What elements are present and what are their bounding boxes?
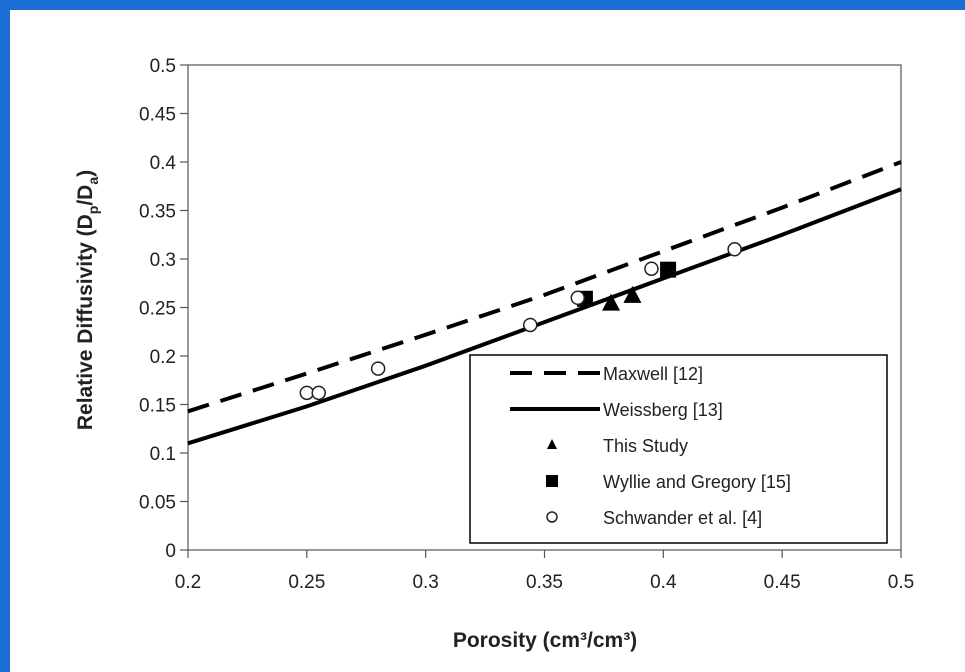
chart-panel: 0 0.05 0.1 0.15 0.2 0.25 0.3 0.35 0.4 0.45 0.5 0.2 0… <box>10 10 965 672</box>
y-axis-title-sub1: p <box>85 206 101 215</box>
circle-data-point <box>522 317 538 333</box>
series-markers <box>299 242 742 401</box>
y-tick-label: 0.5 <box>150 56 176 77</box>
legend: Maxwell [12] Weissberg [13] This Study Wyll… <box>469 354 888 544</box>
circle-data-point <box>570 290 586 306</box>
y-tick-label: 0.1 <box>150 444 176 465</box>
legend-entry-label: Schwander et al. [4] <box>603 508 762 528</box>
x-tick-label: 0.35 <box>526 572 563 593</box>
y-tick-label: 0.25 <box>139 299 176 320</box>
x-tick-label: 0.4 <box>650 572 677 593</box>
legend-square-swatch <box>546 475 558 487</box>
y-tick-label: 0.35 <box>139 202 176 223</box>
series-lines <box>187 160 902 446</box>
x-tick-label: 0.3 <box>412 572 438 593</box>
circle-data-point <box>727 242 742 257</box>
legend-box <box>469 354 888 544</box>
circle-data-point <box>311 385 326 401</box>
y-axis-title-sub2: a <box>85 177 101 185</box>
y-tick-label: 0.15 <box>139 396 176 417</box>
relative-diffusivity-chart: 0 0.05 0.1 0.15 0.2 0.25 0.3 0.35 0.4 0.45 0.5 0.2 0… <box>74 56 914 652</box>
y-tick-label: 0 <box>165 541 176 562</box>
legend-entry-label: Weissberg [13] <box>603 400 723 420</box>
y-axis-title: Relative Diffusivity (Dp/Da) <box>74 170 101 430</box>
x-axis-title: Porosity (cm³/cm³) <box>453 629 637 652</box>
triangle-data-point <box>623 285 642 303</box>
y-tick-label: 0.05 <box>139 493 176 514</box>
y-axis-title-mid: /D <box>74 185 97 206</box>
legend-entry-label: This Study <box>603 436 688 456</box>
maxwell-line <box>187 160 902 414</box>
square-data-point <box>660 261 677 278</box>
circle-data-point <box>299 385 315 401</box>
legend-entry-label: Maxwell [12] <box>603 364 703 384</box>
triangle-data-point <box>602 293 621 311</box>
x-tick-label: 0.25 <box>288 572 325 593</box>
y-tick-label: 0.3 <box>150 250 176 271</box>
x-tick-label: 0.5 <box>888 572 914 593</box>
x-tick-label: 0.2 <box>175 572 201 593</box>
circle-data-point <box>370 361 386 376</box>
y-tick-label: 0.4 <box>150 153 177 174</box>
legend-entry-label: Wyllie and Gregory [15] <box>603 472 791 492</box>
x-tick-label: 0.45 <box>764 572 801 593</box>
axes: 0 0.05 0.1 0.15 0.2 0.25 0.3 0.35 0.4 0.45 0.5 0.2 0… <box>139 56 914 593</box>
y-axis-title-main: Relative Diffusivity (D <box>74 214 97 430</box>
y-tick-label: 0.45 <box>139 105 176 126</box>
weissberg-line <box>187 187 902 446</box>
y-tick-label: 0.2 <box>150 347 176 368</box>
y-axis-title-end: ) <box>74 170 97 177</box>
legend-circle-swatch <box>546 511 558 523</box>
circle-data-point <box>644 261 659 276</box>
legend-triangle-swatch <box>547 439 557 449</box>
